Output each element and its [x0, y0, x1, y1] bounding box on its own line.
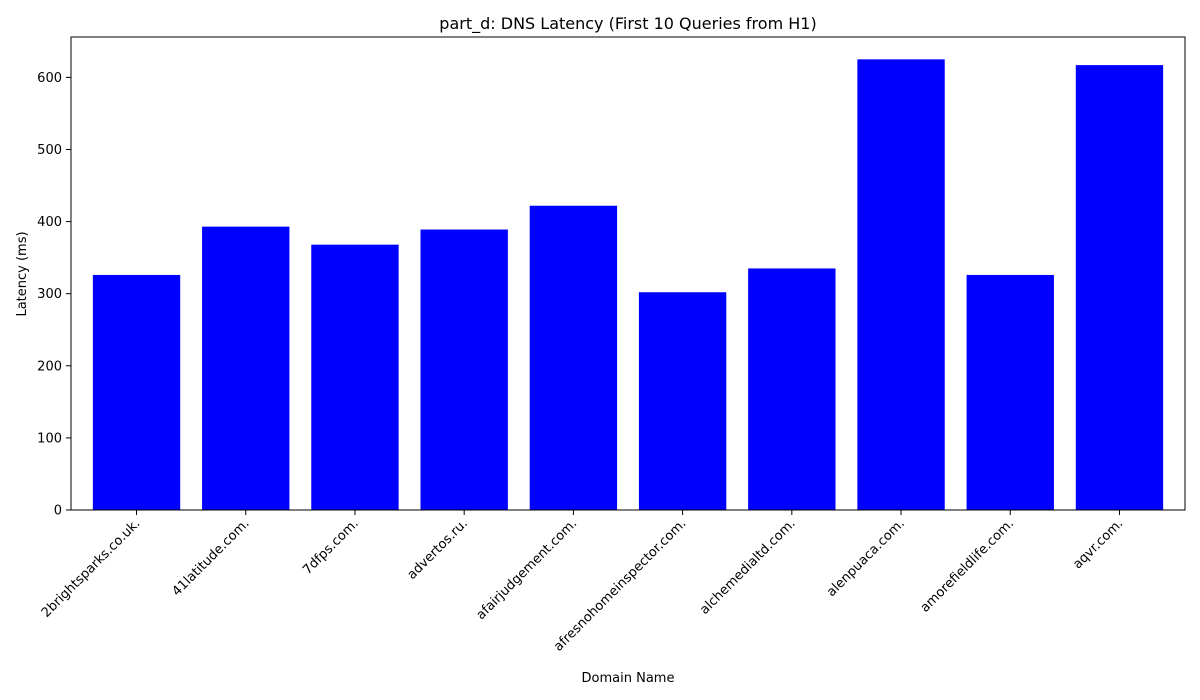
chart-title: part_d: DNS Latency (First 10 Queries fr… — [439, 14, 816, 34]
x-tick-label: amorefieldlife.com. — [918, 516, 1017, 615]
y-tick-label: 0 — [54, 504, 62, 519]
x-axis-label: Domain Name — [582, 671, 675, 686]
x-tick-label: 41latitude.com. — [170, 516, 253, 599]
bar-10 — [1075, 65, 1164, 511]
x-tick-label: 7dfps.com. — [300, 516, 362, 578]
bar-4 — [420, 229, 508, 510]
x-tick-label: advertos.ru. — [405, 516, 471, 582]
y-tick-label: 600 — [37, 71, 62, 86]
bar-9 — [966, 274, 1054, 510]
y-tick-label: 500 — [37, 143, 62, 158]
y-tick-label: 200 — [37, 359, 62, 374]
y-tick-label: 100 — [37, 431, 62, 446]
bar-6 — [638, 292, 727, 510]
x-tick-label: 2brightsparks.co.uk. — [39, 516, 143, 620]
x-tick-label: afairjudgement.com. — [474, 516, 581, 623]
bar-8 — [857, 59, 945, 510]
x-tick-label: aqvr.com. — [1070, 516, 1126, 572]
y-axis-label: Latency (ms) — [15, 231, 30, 316]
y-tick-label: 300 — [37, 287, 62, 302]
bar-1 — [92, 274, 181, 510]
bar-3 — [311, 244, 399, 510]
x-tick-label: alchemedialtd.com. — [697, 516, 798, 617]
plot-frame — [70, 36, 1186, 511]
y-tick-label: 400 — [37, 215, 62, 230]
y-axis: 0 100 200 300 400 500 600 — [37, 71, 71, 519]
bars-group — [92, 59, 1164, 511]
bar-7 — [748, 268, 836, 510]
x-axis: 2brightsparks.co.uk. 41latitude.com. 7dfps… — [39, 510, 1126, 655]
x-tick-label: alenpuaca.com. — [824, 516, 908, 600]
bar-2 — [202, 226, 290, 510]
x-tick-label: afresnohomeinspector.com. — [551, 516, 689, 654]
bar-5 — [529, 205, 618, 510]
